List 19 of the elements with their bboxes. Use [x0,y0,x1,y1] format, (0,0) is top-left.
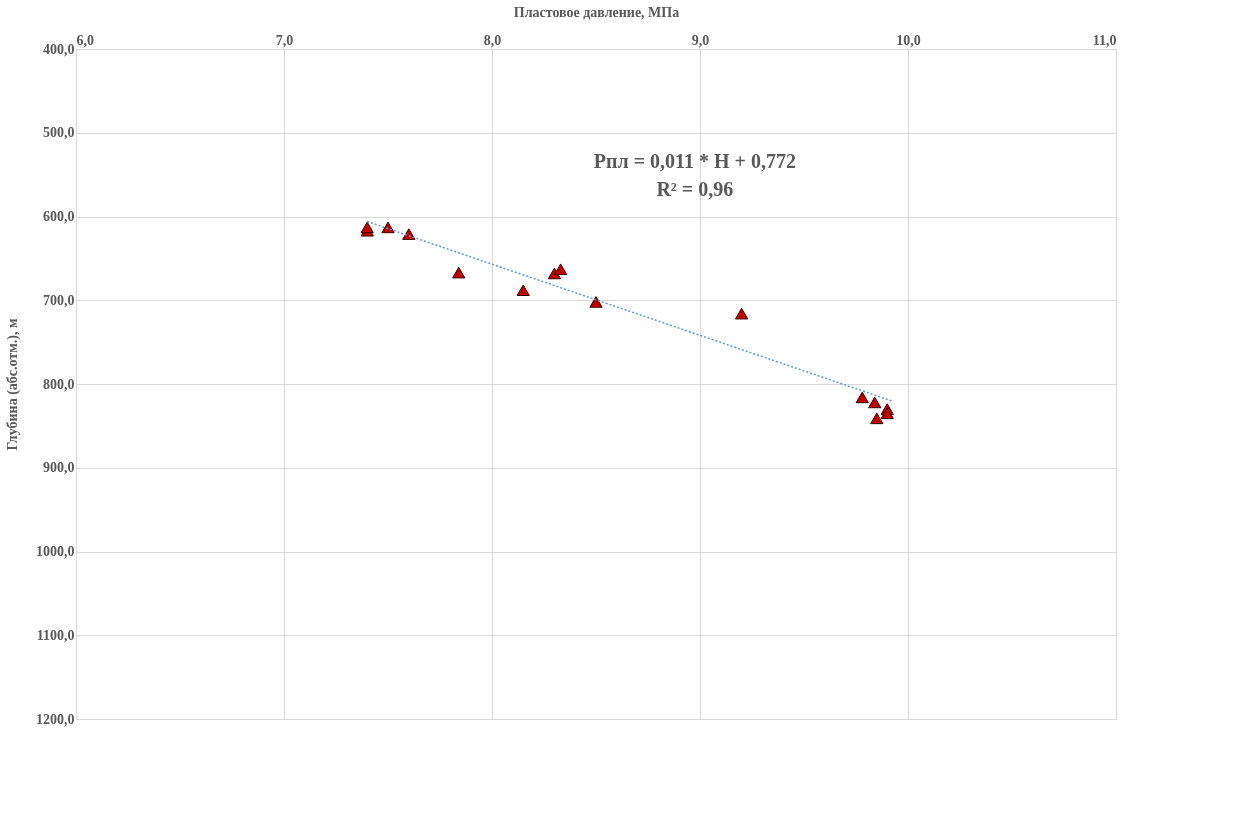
y-tick-label: 1100,0 [36,627,75,643]
x-tick-label: 8,0 [483,32,502,48]
y-tick-label: 600,0 [43,209,75,224]
y-axis-title: Глубина (абс.отм.), м [5,318,21,451]
x-axis-title: Пластовое давление, МПа [513,4,680,20]
y-tick-label: 400,0 [43,41,75,57]
x-tick-label: 10,0 [896,32,921,48]
y-tick-label: 1200,0 [36,711,75,727]
y-tick-label: 700,0 [43,292,75,308]
y-tick-label: 900,0 [43,460,75,476]
y-tick-label: 800,0 [43,376,75,392]
y-tick-label: 500,0 [43,125,75,141]
y-tick-label: 1000,0 [36,544,75,559]
annotation: R² = 0,96 [656,177,734,200]
annotation: Pпл = 0,011 * H + 0,772 [593,149,796,172]
x-tick-label: 6,0 [76,32,94,48]
x-tick-label: 7,0 [275,32,294,48]
x-tick-label: 9,0 [691,32,710,48]
x-tick-label: 11,0 [1092,32,1117,48]
